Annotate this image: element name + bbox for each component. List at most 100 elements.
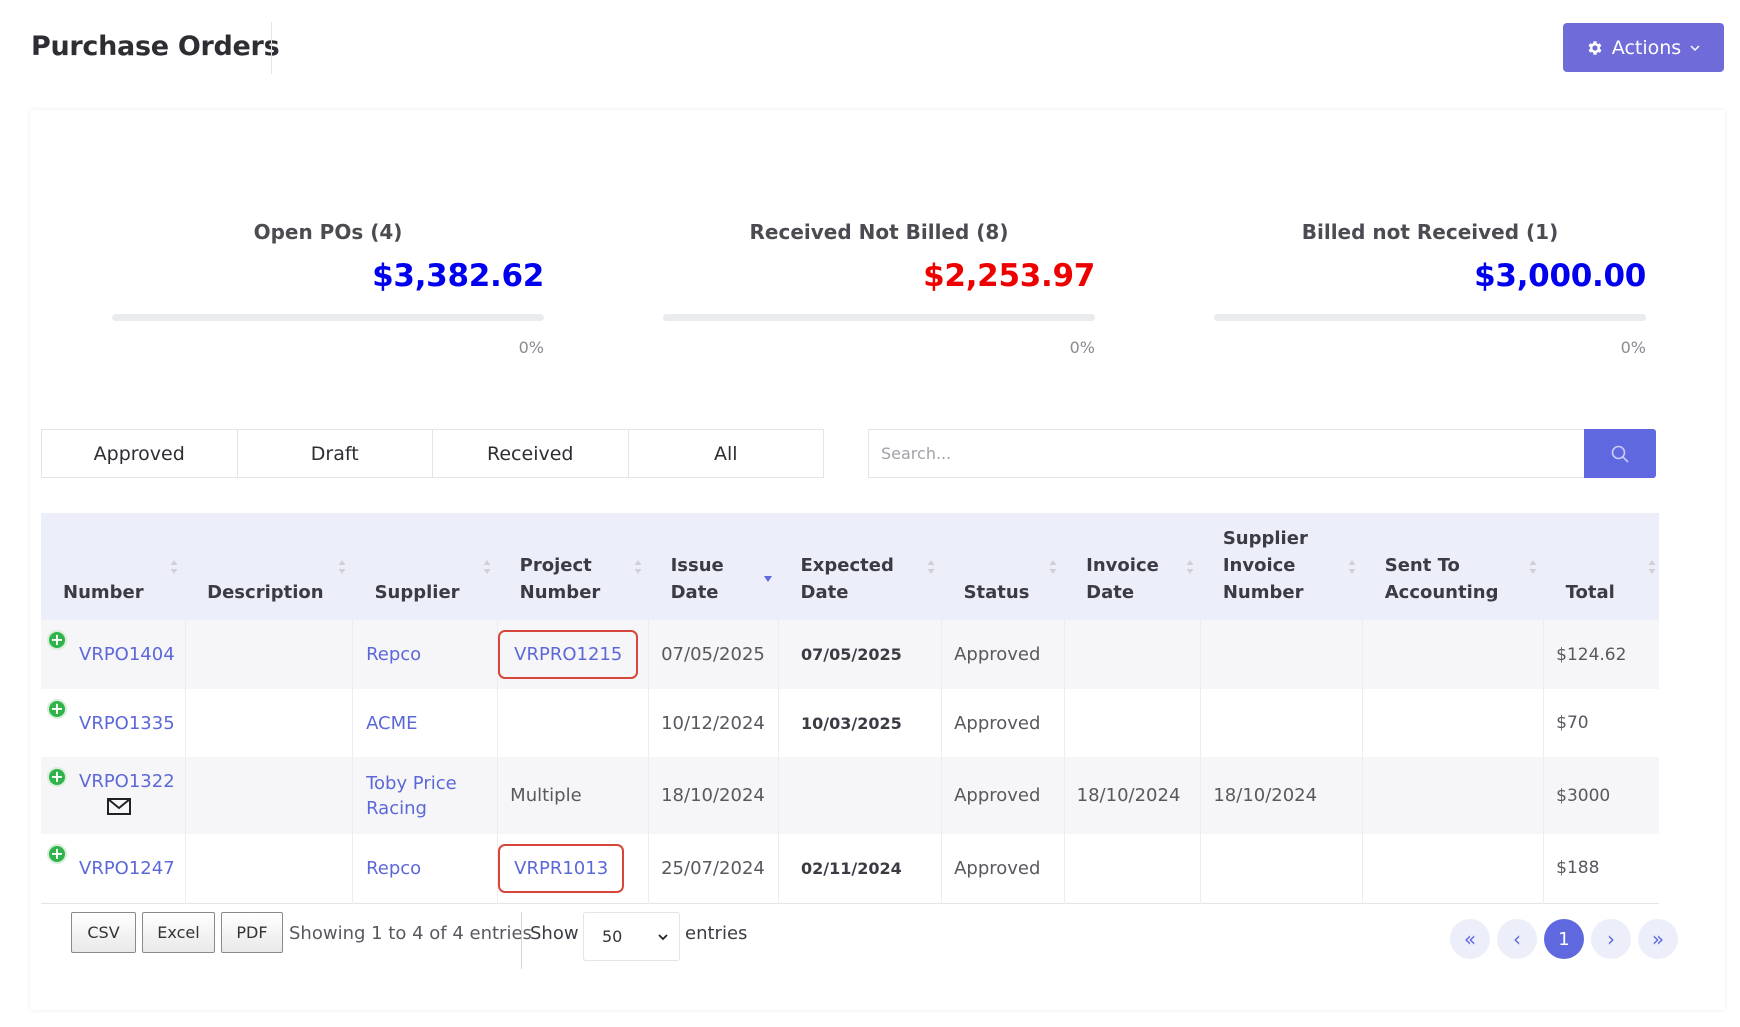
double-chevron-left-icon: « xyxy=(1463,927,1477,951)
cell-sent-to-accounting xyxy=(1362,757,1545,834)
search-icon xyxy=(1611,445,1629,463)
table-row[interactable]: + VRPO1335 ACME 10/12/2024 10/03/2025 Approve… xyxy=(41,689,1659,757)
actions-button[interactable]: Actions xyxy=(1563,23,1724,72)
cell-issue-date: 07/05/2025 xyxy=(648,620,779,689)
po-number-link[interactable]: VRPO1335 xyxy=(79,712,175,734)
page-size-value: 50 xyxy=(602,927,623,946)
project-highlight-box: VRPRO1215 xyxy=(498,630,639,679)
sort-desc-icon xyxy=(763,565,773,585)
sort-icon xyxy=(1528,557,1538,577)
column-header-label: Total xyxy=(1565,582,1615,603)
csv-export-button[interactable]: CSV xyxy=(71,912,136,953)
stat-amount: $3,000.00 xyxy=(1474,258,1646,294)
expand-plus-icon[interactable]: + xyxy=(47,767,67,787)
cell-expected-date xyxy=(778,757,943,834)
cell-total: $188 xyxy=(1556,858,1600,879)
cell-description xyxy=(185,689,354,757)
supplier-link[interactable]: Repco xyxy=(366,857,422,879)
cell-expected-date: 07/05/2025 xyxy=(778,620,943,689)
project-number-link[interactable]: VRPR1013 xyxy=(514,857,609,879)
page-size-select[interactable]: 50 xyxy=(583,912,680,961)
table-row[interactable]: + VRPO1247 Repco VRPR1013 25/07/2024 02/11/20… xyxy=(41,834,1659,903)
column-header-label: Accounting xyxy=(1384,582,1499,603)
cell-expected-date: 02/11/2024 xyxy=(778,834,943,903)
column-header[interactable]: Expected Date xyxy=(779,513,942,620)
double-chevron-right-icon: » xyxy=(1651,927,1665,951)
column-header-label: Number xyxy=(63,582,144,603)
column-header-label: Invoice xyxy=(1222,555,1296,576)
table-row[interactable]: + VRPO1322 Toby Price Racing Multiple 18/10/2… xyxy=(41,757,1659,834)
column-header-label: Sent To xyxy=(1384,555,1460,576)
stat-open-pos: Open POs (4) $3,382.62 0% xyxy=(112,220,544,357)
column-header[interactable]: Supplier Invoice Number xyxy=(1201,513,1363,620)
cell-issue-date: 18/10/2024 xyxy=(648,757,779,834)
project-number-link[interactable]: VRPRO1215 xyxy=(514,644,623,665)
search-input[interactable] xyxy=(868,429,1584,478)
column-header-label: Issue xyxy=(670,555,724,576)
cell-supplier: Repco xyxy=(352,620,499,689)
po-number-link[interactable]: VRPO1404 xyxy=(79,644,175,665)
tab-received[interactable]: Received xyxy=(433,430,629,477)
table-body: + VRPO1404 Repco VRPRO1215 07/05/2025 07/05/2… xyxy=(41,620,1659,903)
sort-icon xyxy=(1347,557,1357,577)
column-header[interactable]: Project Number xyxy=(498,513,649,620)
cell-description xyxy=(185,620,354,689)
tab-all[interactable]: All xyxy=(713,442,738,465)
cell-invoice-date: 18/10/2024 xyxy=(1064,757,1202,834)
column-header-label: Date xyxy=(1086,582,1135,603)
stat-percent: 0% xyxy=(1069,338,1095,357)
supplier-link[interactable]: ACME xyxy=(366,712,418,734)
column-header[interactable]: Sent To Accounting xyxy=(1363,513,1544,620)
po-number-link[interactable]: VRPO1247 xyxy=(79,857,175,879)
tab-draft[interactable]: Draft xyxy=(238,430,433,477)
last-page-button[interactable]: » xyxy=(1638,919,1678,959)
sort-icon xyxy=(169,557,179,577)
expand-plus-icon[interactable]: + xyxy=(47,699,67,719)
cell-project-number: VRPRO1215 xyxy=(497,620,650,689)
column-header-label: Invoice xyxy=(1086,555,1159,576)
column-header[interactable]: Number xyxy=(41,513,185,620)
expand-plus-icon[interactable]: + xyxy=(47,844,67,864)
stat-progress-bar xyxy=(112,314,544,321)
stat-percent: 0% xyxy=(1620,338,1646,357)
column-header-label: Description xyxy=(207,582,324,603)
supplier-link[interactable]: Toby Price xyxy=(366,772,457,794)
column-header[interactable]: Issue Date xyxy=(649,513,779,620)
column-header-label: Number xyxy=(1222,582,1304,603)
cell-project-number xyxy=(497,689,650,757)
gear-icon xyxy=(1588,40,1602,55)
column-header[interactable]: Total xyxy=(1544,513,1659,620)
cell-sent-to-accounting xyxy=(1362,834,1545,903)
supplier-link[interactable]: Repco xyxy=(366,644,422,665)
supplier-link[interactable]: Racing xyxy=(366,797,427,819)
page-1-button[interactable]: 1 xyxy=(1544,919,1584,959)
tab-approved[interactable]: Approved xyxy=(42,430,238,477)
column-header[interactable]: Invoice Date xyxy=(1064,513,1201,620)
first-page-button[interactable]: « xyxy=(1450,919,1490,959)
pdf-export-button[interactable]: PDF xyxy=(221,912,283,953)
cell-status: Approved xyxy=(941,689,1065,757)
prev-page-button[interactable]: ‹ xyxy=(1497,919,1537,959)
stat-progress-bar xyxy=(663,314,1095,321)
cell-invoice-date xyxy=(1064,620,1202,689)
stat-amount: $2,253.97 xyxy=(923,258,1095,294)
column-header[interactable]: Description xyxy=(185,513,352,620)
sort-icon xyxy=(1048,557,1058,577)
column-header[interactable]: Supplier xyxy=(353,513,498,620)
next-page-button[interactable]: › xyxy=(1591,919,1631,959)
search-button[interactable] xyxy=(1584,429,1656,478)
cell-status: Approved xyxy=(941,620,1065,689)
column-header[interactable]: Status xyxy=(942,513,1065,620)
stat-label: Open POs (4) xyxy=(253,220,403,244)
po-number-link[interactable]: VRPO1322 xyxy=(79,771,175,792)
expand-plus-icon[interactable]: + xyxy=(47,630,67,650)
column-header-label: Number xyxy=(519,582,601,603)
chevron-down-icon xyxy=(1690,44,1700,51)
column-header-label: Supplier xyxy=(1222,528,1308,549)
table-row[interactable]: + VRPO1404 Repco VRPRO1215 07/05/2025 07/05/2… xyxy=(41,620,1659,689)
excel-export-button[interactable]: Excel xyxy=(142,912,215,953)
cell-project-number: VRPR1013 xyxy=(497,834,650,903)
column-header-label: Date xyxy=(800,582,849,603)
mail-icon[interactable] xyxy=(107,798,175,820)
cell-supplier: ACME xyxy=(352,689,499,757)
